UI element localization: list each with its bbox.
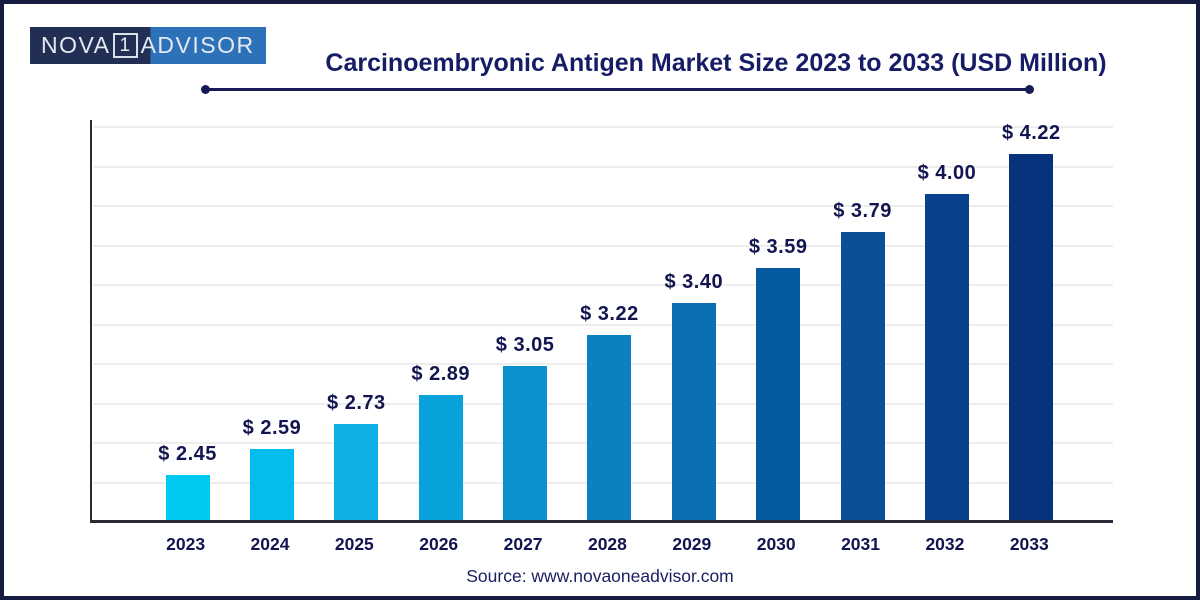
source-text: Source: www.novaoneadvisor.com — [466, 566, 734, 586]
year-label-2029: 2029 — [672, 534, 712, 554]
year-label-2031: 2031 — [841, 534, 881, 554]
gridline — [94, 205, 1113, 207]
gridline — [94, 165, 1113, 168]
title-underline — [201, 85, 1034, 94]
value-label-2024: $ 2.59 — [242, 417, 302, 439]
value-label-2025: $ 2.73 — [327, 392, 386, 414]
gridline — [94, 126, 1113, 128]
value-label-2029: $ 3.40 — [664, 271, 724, 293]
year-label-2024: 2024 — [250, 534, 290, 554]
gridline — [94, 244, 1113, 247]
year-label-2023: 2023 — [166, 534, 206, 554]
bar-2033 — [1009, 154, 1054, 520]
bar-2032 — [924, 194, 969, 520]
bar-2023 — [165, 475, 210, 520]
logo-text-right: ADVISOR — [140, 32, 255, 58]
x-axis-labels: 2023 2024 2025 2026 2027 2028 2029 2030 2031 2032… — [90, 534, 1111, 560]
year-label-2027: 2027 — [503, 534, 543, 554]
bar-2031 — [840, 232, 885, 520]
value-label-2033: $ 4.22 — [1001, 122, 1061, 144]
bar-2024 — [249, 449, 294, 520]
logo-one-box: 1 — [113, 33, 138, 58]
logo-text-left: NOVA — [41, 32, 111, 58]
value-label-2028: $ 3.22 — [580, 303, 639, 325]
gridline — [94, 323, 1113, 326]
bar-2025 — [334, 424, 379, 520]
value-label-2023: $ 2.45 — [158, 443, 217, 465]
bar-2028 — [587, 335, 632, 520]
value-label-2027: $ 3.05 — [495, 334, 555, 356]
bar-2027 — [503, 366, 548, 520]
bar-2026 — [418, 395, 463, 520]
year-label-2025: 2025 — [334, 534, 374, 554]
gridline — [94, 284, 1113, 286]
year-label-2032: 2032 — [925, 534, 965, 554]
value-label-2026: $ 2.89 — [411, 363, 470, 385]
year-label-2026: 2026 — [419, 534, 459, 554]
value-label-2031: $ 3.79 — [833, 200, 892, 222]
year-label-2030: 2030 — [756, 534, 796, 554]
value-label-2032: $ 4.00 — [917, 162, 977, 184]
value-label-2030: $ 3.59 — [748, 236, 808, 258]
chart-title: Carcinoembryonic Antigen Market Size 202… — [325, 48, 1107, 77]
year-label-2033: 2033 — [1009, 534, 1049, 554]
bar-2029 — [671, 303, 716, 520]
year-label-2028: 2028 — [587, 534, 627, 554]
bar-2030 — [756, 268, 801, 520]
brand-logo: NOVA 1 ADVISOR — [30, 27, 266, 64]
plot-area: $ 2.45 $ 2.59 $ 2.73 $ 2.89 $ 3.05 $ 3.22 $ 3.… — [90, 120, 1113, 523]
